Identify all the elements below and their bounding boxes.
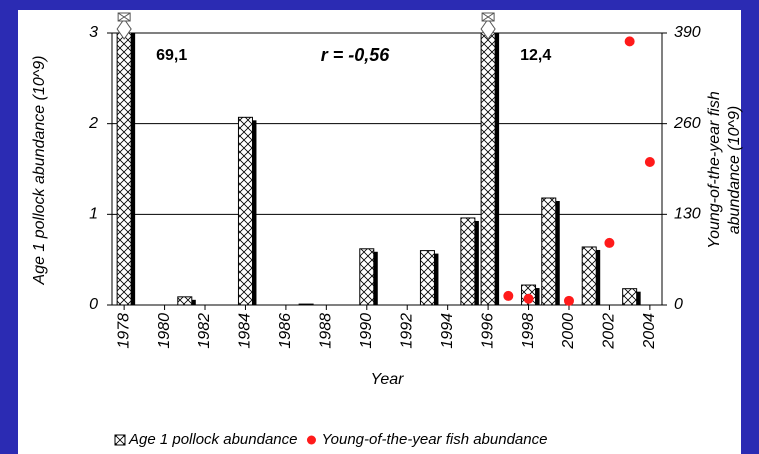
x-tick-label: 1988 (318, 313, 335, 349)
bar (177, 296, 193, 305)
panel (18, 10, 741, 454)
y-tick-label: 0 (89, 296, 98, 313)
x-tick-label: 1990 (358, 313, 375, 349)
legend-label: Young-of-the-year fish abundance (321, 431, 547, 448)
y-axis-label: Age 1 pollock abundance (10^9) (31, 56, 48, 286)
y2-axis-label: Young-of-the-year fish (706, 91, 723, 249)
legend-swatch (114, 434, 126, 446)
bar (581, 246, 597, 305)
legend-label: Age 1 pollock abundance (128, 431, 297, 448)
x-tick-label: 2002 (601, 313, 618, 350)
x-tick-label: 1984 (237, 313, 254, 349)
point (604, 237, 615, 248)
plot-area (116, 33, 641, 305)
bar (541, 197, 557, 305)
y2-axis-label: abundance (10^9) (726, 106, 743, 235)
axis-break (481, 12, 495, 22)
y-tick-label: 3 (89, 24, 98, 41)
point (563, 295, 574, 306)
point (624, 36, 635, 47)
x-tick-label: 2004 (641, 313, 658, 350)
legend-swatch (306, 435, 316, 445)
x-tick-label: 2000 (560, 313, 577, 350)
y2-tick-label: 130 (674, 206, 701, 223)
bar (460, 217, 476, 305)
value-label: 69,1 (156, 47, 187, 64)
bar (480, 33, 496, 305)
x-tick-label: 1996 (479, 313, 496, 349)
axis-break (480, 18, 496, 40)
value-label: 12,4 (520, 47, 551, 64)
x-axis-label: Year (371, 371, 405, 388)
x-tick-label: 1992 (398, 313, 415, 349)
point (523, 293, 534, 304)
bar (359, 248, 375, 305)
y2-tick-label: 260 (673, 115, 701, 132)
bar (116, 33, 132, 305)
x-tick-label: 1986 (277, 313, 294, 349)
bar (419, 250, 435, 305)
x-tick-label: 1994 (439, 313, 456, 349)
axis-break (116, 18, 132, 40)
y-tick-label: 2 (88, 115, 98, 132)
bar (298, 303, 314, 305)
y2-tick-label: 390 (674, 24, 701, 41)
bar (237, 116, 253, 305)
annotation: r = -0,56 (321, 45, 391, 65)
x-tick-label: 1978 (115, 313, 132, 349)
y-tick-label: 1 (89, 206, 98, 223)
point (644, 157, 655, 168)
x-tick-label: 1998 (520, 313, 537, 349)
axis-break (117, 12, 131, 22)
x-tick-label: 1982 (196, 313, 213, 349)
y2-tick-label: 0 (674, 296, 683, 313)
x-tick-label: 1980 (156, 313, 173, 349)
point (503, 290, 514, 301)
bar (622, 288, 638, 305)
